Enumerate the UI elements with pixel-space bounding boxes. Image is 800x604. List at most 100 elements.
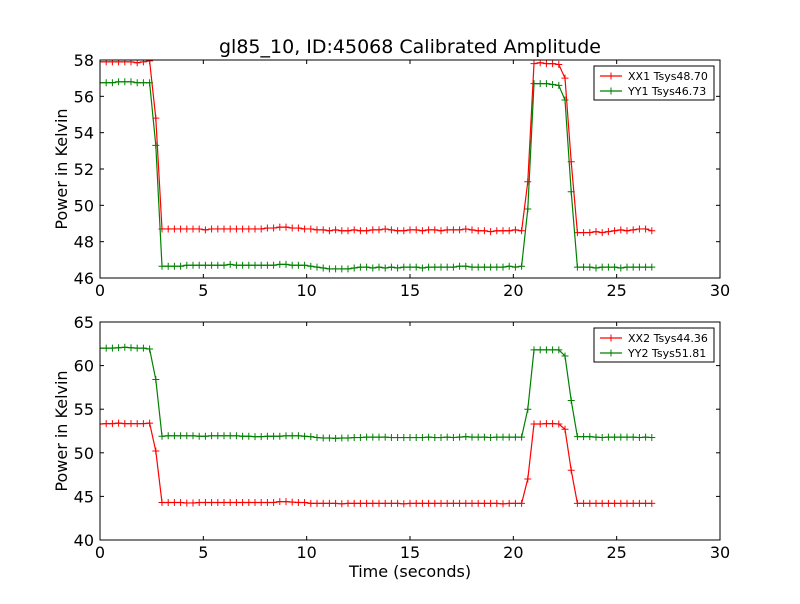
data-point: [642, 433, 650, 441]
data-point: [332, 226, 340, 234]
data-point: [350, 434, 358, 442]
data-point: [511, 263, 519, 271]
data-point: [344, 227, 352, 235]
data-point: [505, 433, 513, 441]
data-point: [604, 499, 612, 507]
data-point: [381, 433, 389, 441]
data-point: [611, 499, 619, 507]
data-point: [580, 229, 588, 237]
data-point: [586, 263, 594, 271]
data-point: [257, 225, 265, 233]
data-point: [530, 420, 538, 428]
data-point: [511, 499, 519, 507]
data-point: [350, 499, 358, 507]
data-point: [555, 346, 563, 354]
data-point: [245, 432, 253, 440]
data-point: [363, 227, 371, 235]
data-point: [263, 432, 271, 440]
data-point: [635, 434, 643, 442]
data-point: [511, 226, 519, 234]
data-point: [350, 226, 358, 234]
data-point: [294, 432, 302, 440]
data-point: [102, 60, 110, 66]
data-point: [288, 498, 296, 506]
legend-label: XX1 Tsys48.70: [628, 70, 708, 83]
data-point: [257, 261, 265, 269]
data-point: [158, 499, 166, 507]
data-point: [617, 226, 625, 234]
data-point: [208, 261, 216, 269]
data-point: [121, 78, 129, 86]
data-point: [102, 344, 110, 352]
legend-marker: [607, 72, 615, 80]
data-point: [487, 228, 495, 236]
data-point: [183, 499, 191, 507]
x-tick-label: 25: [606, 543, 626, 562]
data-point: [263, 261, 271, 269]
data-point: [642, 499, 650, 507]
x-tick-label: 5: [198, 281, 208, 300]
data-point: [580, 263, 588, 271]
data-point: [474, 227, 482, 235]
data-point: [394, 264, 402, 272]
data-point: [325, 265, 333, 273]
data-point: [220, 499, 228, 507]
data-point: [518, 499, 526, 507]
data-point: [214, 225, 222, 233]
data-point: [468, 226, 476, 234]
data-point: [431, 263, 439, 271]
data-point: [170, 262, 178, 270]
data-point: [139, 79, 147, 87]
data-point: [412, 263, 420, 271]
data-point: [251, 261, 259, 269]
data-point: [183, 261, 191, 269]
data-point: [201, 226, 209, 234]
data-point: [412, 226, 420, 234]
data-point: [418, 227, 426, 235]
data-point: [487, 263, 495, 271]
data-point: [394, 499, 402, 507]
data-point: [425, 263, 433, 271]
data-point: [456, 433, 464, 441]
x-tick-label: 25: [606, 281, 626, 300]
data-point: [381, 499, 389, 507]
y-tick-label: 65: [74, 313, 94, 332]
data-point: [239, 432, 247, 440]
data-point: [332, 434, 340, 442]
data-point: [499, 433, 507, 441]
x-tick-label: 30: [710, 543, 730, 562]
data-point: [580, 433, 588, 441]
data-point: [338, 265, 346, 273]
data-point: [325, 499, 333, 507]
data-point: [325, 434, 333, 442]
data-point: [493, 433, 501, 441]
data-point: [146, 79, 154, 87]
y-tick-label: 40: [74, 531, 94, 550]
data-point: [530, 346, 538, 354]
data-point: [282, 432, 290, 440]
data-point: [468, 499, 476, 507]
data-point: [245, 261, 253, 269]
data-point: [381, 225, 389, 233]
data-point: [226, 499, 234, 507]
data-point: [276, 498, 284, 506]
series-line: [100, 81, 652, 270]
data-point: [276, 260, 284, 268]
data-point: [164, 225, 172, 233]
data-point: [356, 227, 364, 235]
y-tick-label: 50: [74, 444, 94, 463]
data-point: [170, 225, 178, 233]
series-1-2: [100, 78, 656, 273]
data-point: [406, 434, 414, 442]
data-point: [288, 432, 296, 440]
data-point: [164, 262, 172, 270]
data-point: [592, 433, 600, 441]
data-point: [214, 432, 222, 440]
data-point: [115, 78, 123, 86]
data-point: [443, 226, 451, 234]
data-point: [493, 499, 501, 507]
data-point: [307, 262, 315, 270]
series-line: [100, 346, 652, 440]
data-point: [108, 79, 116, 87]
data-point: [139, 344, 147, 352]
